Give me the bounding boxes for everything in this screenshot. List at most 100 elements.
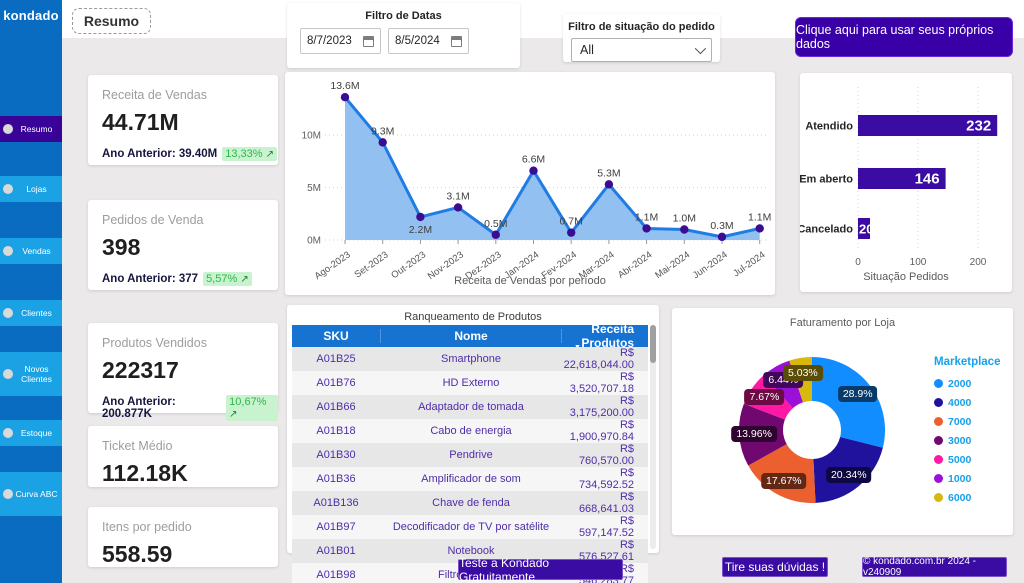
kpi-delta-badge: 13,33% ↗ [222,147,277,161]
sidebar-item-vendas[interactable]: Vendas [0,238,62,264]
sidebar-item-estoque[interactable]: Estoque [0,420,62,446]
cell-nome: HD Externo [442,377,500,389]
sidebar: kondado Resumo Lojas Vendas Clientes Novos C… [0,0,62,583]
calendar-icon[interactable] [363,35,374,47]
cell-receita: R$ 3,175,200.00 [569,395,634,419]
cell-sku: A01B25 [316,353,356,365]
cell-receita: R$ 668,641.03 [578,491,634,515]
free-trial-button[interactable]: Teste a Kondado Gratuitamente [458,556,623,583]
svg-text:200: 200 [970,257,987,268]
nav-circle-icon [3,124,13,134]
date-end-input[interactable]: 8/5/2024 [388,28,469,54]
kpi-delta-badge: 5,57% ↗ [203,272,252,286]
data-point-Abr-2024[interactable] [642,224,651,233]
kpi-previous-value: Ano Anterior: 200.877K [102,396,176,420]
data-point-Jun-2024[interactable] [717,232,727,242]
date-filter-card: Filtro de Datas 8/7/2023 8/5/2024 [287,3,520,68]
sidebar-item-novos-clientes[interactable]: Novos Clientes [0,352,62,396]
data-point-Set-2023[interactable] [378,138,387,147]
table-row[interactable]: A01B76 HD Externo R$ 3,520,707.18 [292,371,648,395]
sidebar-item-lojas[interactable]: Lojas [0,176,62,202]
table-scrollbar[interactable] [650,325,656,549]
nav-circle-icon [3,489,13,499]
kpi-card-ticket-médio: Ticket Médio 112.18K [88,426,278,487]
column-header-sku[interactable]: SKU [323,329,349,343]
sidebar-item-resumo[interactable]: Resumo [0,116,62,142]
date-start-input[interactable]: 8/7/2023 [300,28,381,54]
questions-button[interactable]: Tire suas dúvidas ! [722,557,828,577]
kpi-title: Ticket Médio [102,439,173,453]
data-point-Nov-2023[interactable] [453,203,463,212]
table-row[interactable]: A01B97 Decodificador de TV por satélite R$… [292,515,648,539]
data-point-Jul-2024[interactable] [755,224,764,233]
donut-slice-2000[interactable] [812,357,885,448]
column-header-receita[interactable]: Receita Produtos ▼ [562,322,648,351]
kpi-card-produtos-vendidos: Produtos Vendidos 222317 Ano Anterior: 200… [88,323,278,421]
svg-text:0.7M: 0.7M [560,216,583,228]
cell-nome: Cabo de energia [430,425,512,437]
copyright-link[interactable]: © kondado.com.br 2024 - v240909 [862,556,1007,578]
bar-atendido[interactable] [858,115,998,136]
legend-color-dot [934,455,943,464]
legend-item-5000[interactable]: 5000 [934,450,1000,469]
svg-text:5.3M: 5.3M [597,167,620,179]
app-logo: kondado [3,8,59,23]
kpi-delta-badge: 10,67% ↗ [226,395,278,421]
sidebar-item-label: Vendas [22,246,51,256]
table-row[interactable]: A01B36 Amplificador de som R$ 734,592.52 [292,467,648,491]
table-scrollbar-thumb[interactable] [650,325,656,363]
sidebar-item-curva-abc[interactable]: Curva ABC [0,472,62,516]
legend-item-3000[interactable]: 3000 [934,431,1000,450]
kpi-title: Produtos Vendidos [102,336,207,350]
data-point-Mai-2024[interactable] [680,225,689,234]
legend-item-7000[interactable]: 7000 [934,412,1000,431]
data-point-Out-2023[interactable] [416,212,425,222]
column-header-nome[interactable]: Nome [380,329,562,343]
table-body: A01B25 Smartphone R$ 22,618,044.00 A01B76 HD… [292,347,648,583]
kpi-previous-row: Ano Anterior: 200.877K 10,67% ↗ [102,395,278,421]
trend-up-icon: ↗ [240,274,249,285]
sidebar-item-clientes[interactable]: Clientes [0,300,62,326]
table-row[interactable]: A01B136 Chave de fenda R$ 668,641.03 [292,491,648,515]
legend-item-1000[interactable]: 1000 [934,469,1000,488]
bar-cancelado[interactable] [858,218,870,239]
kpi-previous-row: Ano Anterior: 377 5,57% ↗ [102,272,278,286]
donut-chart-title: Faturamento por Loja [789,317,896,329]
cell-sku: A01B136 [313,497,359,509]
legend-item-6000[interactable]: 6000 [934,488,1000,507]
data-point-Dez-2023[interactable] [491,230,500,239]
use-own-data-button[interactable]: Clique aqui para usar seus próprios dado… [795,17,1013,57]
trend-up-icon: ↗ [265,149,274,160]
table-row[interactable]: A01B18 Cabo de energia R$ 1,900,970.84 [292,419,648,443]
data-point-Mar-2024[interactable] [604,180,614,189]
table-row[interactable]: A01B25 Smartphone R$ 22,618,044.00 [292,347,648,371]
kpi-previous-row: Ano Anterior: 39.40M 13,33% ↗ [102,147,278,161]
donut-legend: Marketplace 2000 4000 7000 3000 5000 1000 6000 [934,356,1000,507]
table-row[interactable]: A01B30 Pendrive R$ 760,570.00 [292,443,648,467]
legend-item-2000[interactable]: 2000 [934,374,1000,393]
cell-nome: Adaptador de tomada [418,401,524,413]
data-point-Ago-2023[interactable] [340,93,350,102]
bar-em-aberto[interactable] [858,168,946,189]
revenue-line-chart-card: 0M 5M 10M Ago-2023 Set-2023 Out-2023 Nov-2023 D… [285,72,775,295]
svg-text:232: 232 [966,118,991,135]
donut-percent-label: 17.67% [761,472,807,489]
svg-text:146: 146 [915,171,940,188]
data-point-Jan-2024[interactable] [529,166,538,175]
data-point-Fev-2024[interactable] [567,228,576,237]
date-start-value: 8/7/2023 [307,35,352,47]
cell-receita: R$ 22,618,044.00 [563,347,634,371]
calendar-icon[interactable] [451,35,462,47]
svg-text:2.2M: 2.2M [409,224,432,236]
status-filter-select[interactable]: All [571,38,712,62]
cell-sku: A01B36 [316,473,356,485]
legend-color-dot [934,493,943,502]
svg-text:Atendido: Atendido [805,121,853,133]
table-row[interactable]: A01B66 Adaptador de tomada R$ 3,175,200.00 [292,395,648,419]
sidebar-item-label: Clientes [21,308,52,318]
svg-text:0.3M: 0.3M [710,220,733,232]
cell-receita: R$ 597,147.52 [578,515,634,539]
legend-item-4000[interactable]: 4000 [934,393,1000,412]
legend-item-label: 5000 [948,453,972,466]
donut-percent-label: 7.67% [744,388,785,405]
